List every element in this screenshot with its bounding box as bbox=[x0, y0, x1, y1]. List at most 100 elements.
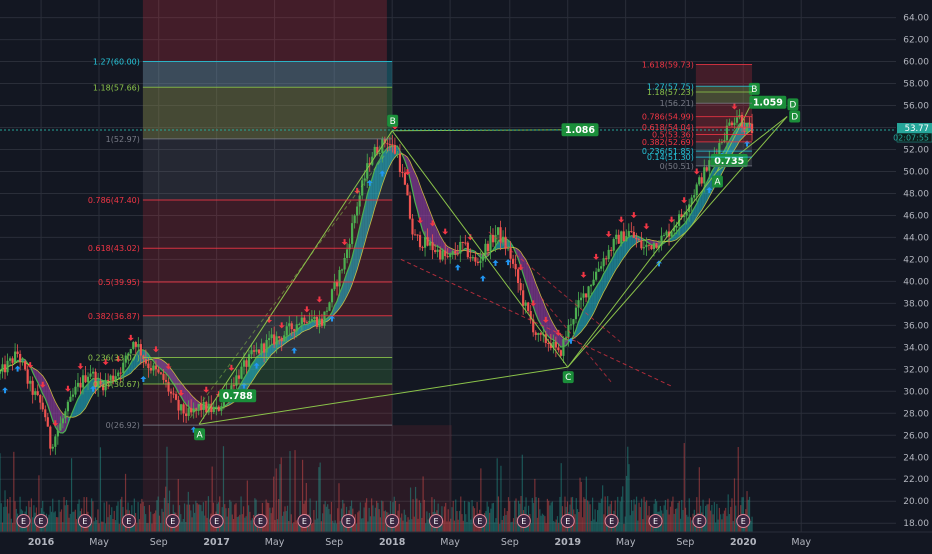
volume-bar bbox=[149, 505, 150, 532]
volume-bar bbox=[92, 501, 93, 532]
volume-bar bbox=[666, 510, 667, 532]
candle-body bbox=[592, 280, 594, 285]
volume-bar bbox=[184, 503, 185, 532]
volume-bar bbox=[268, 503, 269, 532]
volume-bar bbox=[289, 451, 290, 532]
candle-body bbox=[386, 143, 388, 144]
volume-bar bbox=[374, 516, 375, 532]
candle-body bbox=[190, 408, 192, 412]
volume-bar bbox=[288, 521, 289, 532]
volume-bar bbox=[267, 503, 268, 532]
earnings-marker-label: E bbox=[21, 517, 26, 526]
volume-bar bbox=[582, 517, 583, 532]
volume-bar bbox=[453, 501, 454, 532]
candle-body bbox=[726, 126, 728, 141]
volume-bar bbox=[254, 498, 255, 532]
candle-body bbox=[258, 350, 260, 354]
volume-bar bbox=[248, 505, 249, 532]
volume-bar bbox=[321, 521, 322, 532]
volume-bar bbox=[490, 509, 491, 532]
candle-body bbox=[37, 391, 39, 395]
candle-body bbox=[303, 318, 305, 323]
candle-body bbox=[525, 302, 527, 305]
candle-body bbox=[394, 145, 396, 154]
volume-bar bbox=[313, 510, 314, 532]
pattern-point-label: D bbox=[791, 113, 798, 123]
volume-bar bbox=[534, 479, 535, 532]
volume-bar bbox=[592, 498, 593, 532]
candle-body bbox=[177, 400, 179, 411]
volume-bar bbox=[154, 513, 155, 532]
candle-body bbox=[557, 348, 559, 351]
volume-bar bbox=[493, 503, 494, 532]
volume-bar bbox=[720, 514, 721, 532]
sell-arrow-icon bbox=[643, 223, 649, 229]
volume-bar bbox=[456, 511, 457, 532]
earnings-marker-label: E bbox=[521, 517, 526, 526]
volume-bar bbox=[379, 509, 380, 532]
fib-zones bbox=[143, 0, 752, 532]
volume-bar bbox=[384, 511, 385, 532]
volume-bar bbox=[750, 521, 751, 532]
candle-body bbox=[79, 383, 81, 388]
volume-bar bbox=[14, 501, 15, 532]
candle-body bbox=[150, 368, 152, 370]
volume-bar bbox=[721, 519, 722, 532]
volume-bar bbox=[159, 516, 160, 532]
candle-body bbox=[374, 147, 376, 157]
candle-body bbox=[628, 231, 630, 236]
volume-bar bbox=[601, 499, 602, 532]
volume-bar bbox=[266, 500, 267, 532]
candle-body bbox=[343, 258, 345, 269]
volume-bar bbox=[273, 477, 274, 532]
y-tick-label: 22.00 bbox=[903, 475, 929, 485]
volume-bar bbox=[326, 507, 327, 532]
volume-bar bbox=[31, 498, 32, 532]
volume-bar bbox=[369, 508, 370, 532]
volume-bar bbox=[33, 505, 34, 532]
candle-body bbox=[160, 372, 162, 373]
candle-body bbox=[703, 167, 705, 183]
volume-bar bbox=[119, 524, 120, 532]
volume-bar bbox=[75, 510, 76, 532]
earnings-marker-label: E bbox=[609, 517, 614, 526]
fib-label-right: 1.618(59.73) bbox=[642, 61, 694, 70]
volume-bar bbox=[487, 502, 488, 532]
candle-body bbox=[278, 336, 280, 338]
volume-bar bbox=[225, 508, 226, 532]
y-tick-label: 36.00 bbox=[903, 321, 929, 331]
volume-bar bbox=[713, 514, 714, 532]
candle-body bbox=[625, 236, 627, 241]
y-tick-label: 40.00 bbox=[903, 277, 929, 287]
sell-arrow-icon bbox=[77, 363, 83, 369]
volume-bar bbox=[112, 519, 113, 532]
volume-bar bbox=[470, 520, 471, 532]
volume-bar bbox=[197, 503, 198, 532]
sell-arrow-icon bbox=[581, 272, 587, 278]
candle-body bbox=[379, 153, 381, 154]
volume-bar bbox=[70, 514, 71, 532]
candle-body bbox=[663, 235, 665, 236]
volume-bar bbox=[662, 514, 663, 532]
candle-body bbox=[404, 173, 406, 185]
volume-bar bbox=[537, 518, 538, 532]
fib-label-left: 0.382(36.87) bbox=[88, 312, 140, 321]
volume-bar bbox=[331, 502, 332, 532]
volume-bar bbox=[495, 518, 496, 532]
volume-bar bbox=[548, 501, 549, 532]
volume-bar bbox=[2, 522, 3, 532]
volume-bar bbox=[625, 516, 626, 532]
volume-bar bbox=[148, 523, 149, 532]
candle-body bbox=[321, 319, 323, 326]
buy-arrow-icon bbox=[455, 264, 461, 270]
y-axis[interactable]: 64.0062.0060.0058.0056.0054.0052.0050.00… bbox=[893, 0, 932, 550]
volume-bar bbox=[180, 514, 181, 532]
volume-bar bbox=[293, 522, 294, 532]
volume-bar bbox=[670, 507, 671, 532]
volume-bar bbox=[498, 496, 499, 532]
volume-bar bbox=[311, 524, 312, 532]
earnings-marker-label: E bbox=[390, 517, 395, 526]
